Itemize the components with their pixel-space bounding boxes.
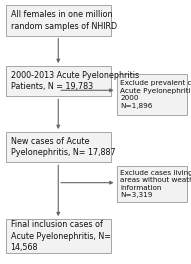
FancyBboxPatch shape bbox=[6, 132, 111, 162]
Text: All females in one million
random samples of NHIRD: All females in one million random sample… bbox=[11, 10, 117, 31]
FancyBboxPatch shape bbox=[6, 66, 111, 96]
Text: Exclude prevalent cases of
Acute Pyelonephritis before
2000
N=1,896: Exclude prevalent cases of Acute Pyelone… bbox=[120, 80, 191, 109]
Text: Final inclusion cases of
Acute Pyelonephritis, N=
14,568: Final inclusion cases of Acute Pyeloneph… bbox=[11, 220, 111, 252]
Text: 2000-2013 Acute Pyelonephritis
Patients, N = 19,783: 2000-2013 Acute Pyelonephritis Patients,… bbox=[11, 71, 139, 91]
FancyBboxPatch shape bbox=[117, 166, 187, 202]
FancyBboxPatch shape bbox=[6, 219, 111, 253]
FancyBboxPatch shape bbox=[117, 74, 187, 115]
Text: Exclude cases living in
areas without weather
information
N=3,319: Exclude cases living in areas without we… bbox=[120, 170, 191, 198]
Text: New cases of Acute
Pyelonephritis, N= 17,887: New cases of Acute Pyelonephritis, N= 17… bbox=[11, 137, 115, 157]
FancyBboxPatch shape bbox=[6, 5, 111, 36]
